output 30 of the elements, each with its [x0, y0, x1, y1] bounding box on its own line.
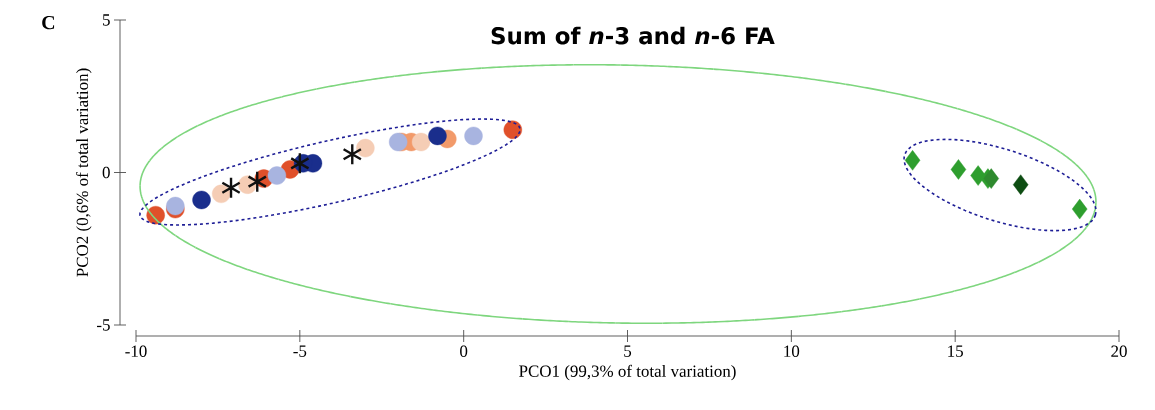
x-tick-label: 0	[460, 345, 468, 357]
point	[428, 126, 447, 146]
y-tick-label: -5	[97, 319, 110, 331]
point	[342, 143, 363, 166]
y-tick-label: 0	[102, 166, 110, 179]
x-tick-label: 5	[624, 345, 632, 357]
y-tick-label: 5	[103, 14, 110, 26]
point	[1013, 174, 1029, 195]
chart-title: Sum of n-3 and n-6 FA	[491, 26, 775, 45]
point	[904, 150, 921, 171]
x-tick-label: -10	[125, 345, 147, 357]
point	[356, 138, 375, 158]
point	[247, 170, 268, 193]
point	[212, 184, 231, 204]
y-axis-title: PCO2 (0,6% of total variation)	[76, 68, 92, 277]
point	[411, 132, 431, 152]
text: C	[42, 15, 55, 30]
point	[950, 159, 967, 180]
point	[464, 126, 483, 146]
x-tick-label: 10	[784, 345, 800, 357]
x-tick-label: -5	[293, 345, 307, 357]
x-axis-title: PCO1 (99,3% of total variation)	[519, 364, 736, 381]
point	[388, 132, 408, 152]
point	[267, 166, 287, 185]
point	[503, 120, 523, 139]
point	[221, 176, 241, 199]
point	[192, 190, 211, 210]
x-tick-label: 20	[1111, 345, 1127, 357]
x-tick-label: 15	[948, 345, 963, 357]
point	[1071, 198, 1088, 220]
